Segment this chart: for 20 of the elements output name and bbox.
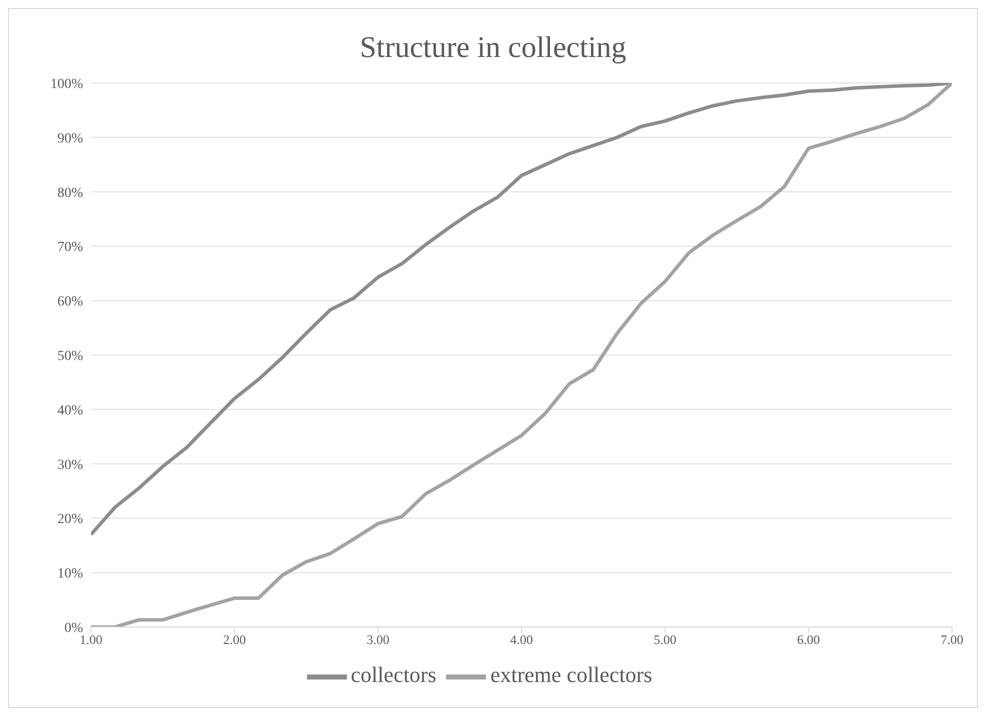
y-tick-label: 30%	[57, 458, 84, 473]
y-tick-label: 70%	[57, 240, 84, 256]
y-tick-label: 90%	[57, 131, 84, 146]
x-tick-label: 3.00	[366, 632, 390, 648]
x-tick-label: 7.00	[940, 632, 964, 648]
x-tick-label: 4.00	[510, 632, 533, 648]
chart-title: Structure in collecting	[358, 31, 628, 65]
x-tick-label: 2.00	[223, 632, 246, 648]
y-tick-label: 80%	[57, 186, 84, 201]
y-tick-label: 40%	[57, 403, 84, 418]
x-tick-label: 5.00	[654, 632, 676, 648]
y-tick-label: 50%	[57, 348, 84, 364]
y-tick-label: 60%	[57, 294, 84, 310]
y-tick-label: 20%	[57, 512, 84, 528]
y-tick-label: 100%	[50, 76, 84, 92]
y-tick-label: 10%	[57, 566, 84, 582]
x-tick-label: 6.00	[797, 632, 820, 648]
legend-label: extreme collectors	[490, 662, 652, 688]
legend-label: collectors	[350, 662, 436, 688]
line-series	[91, 83, 952, 536]
